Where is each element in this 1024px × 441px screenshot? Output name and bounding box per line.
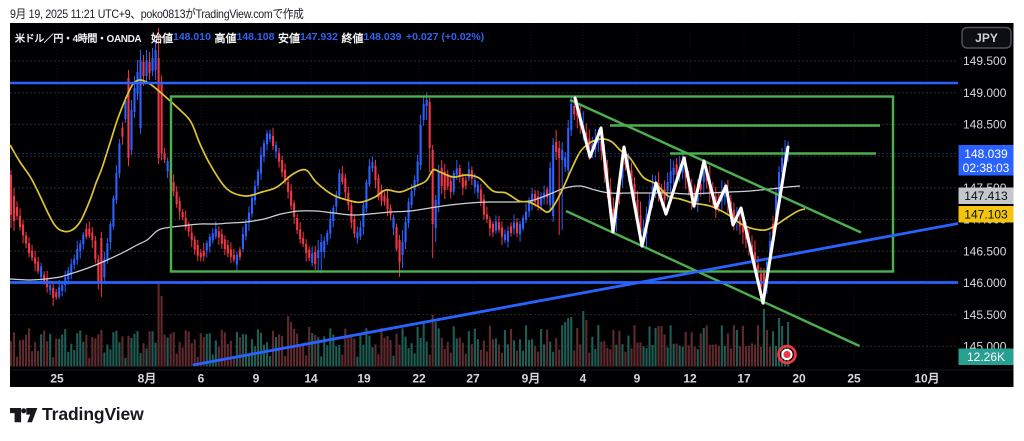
svg-text:148.039: 148.039 bbox=[964, 147, 1008, 161]
svg-text:14: 14 bbox=[304, 372, 318, 386]
svg-text:19: 19 bbox=[357, 372, 371, 386]
svg-text:145.500: 145.500 bbox=[963, 308, 1007, 322]
svg-text:JPY: JPY bbox=[975, 31, 998, 45]
svg-text:147.103: 147.103 bbox=[964, 208, 1008, 222]
svg-text:8月: 8月 bbox=[138, 372, 157, 386]
svg-text:17: 17 bbox=[737, 372, 751, 386]
svg-text:146.000: 146.000 bbox=[963, 276, 1007, 290]
svg-text:10月: 10月 bbox=[914, 372, 939, 386]
svg-text:147.413: 147.413 bbox=[964, 189, 1008, 203]
svg-text:22: 22 bbox=[412, 372, 426, 386]
svg-text:149.500: 149.500 bbox=[963, 54, 1007, 68]
svg-text:02:38:03: 02:38:03 bbox=[963, 161, 1010, 175]
svg-text:149.000: 149.000 bbox=[963, 86, 1007, 100]
svg-text:12: 12 bbox=[683, 372, 697, 386]
svg-text:20: 20 bbox=[792, 372, 806, 386]
svg-text:148.500: 148.500 bbox=[963, 118, 1007, 132]
svg-text:9: 9 bbox=[253, 372, 260, 386]
svg-text:27: 27 bbox=[466, 372, 480, 386]
svg-text:9: 9 bbox=[634, 372, 641, 386]
svg-text:4: 4 bbox=[580, 372, 587, 386]
svg-text:25: 25 bbox=[847, 372, 861, 386]
svg-text:146.500: 146.500 bbox=[963, 244, 1007, 258]
svg-text:25: 25 bbox=[50, 372, 64, 386]
svg-text:12.26K: 12.26K bbox=[967, 350, 1005, 364]
svg-text:6: 6 bbox=[198, 372, 205, 386]
svg-text:9月: 9月 bbox=[522, 372, 541, 386]
